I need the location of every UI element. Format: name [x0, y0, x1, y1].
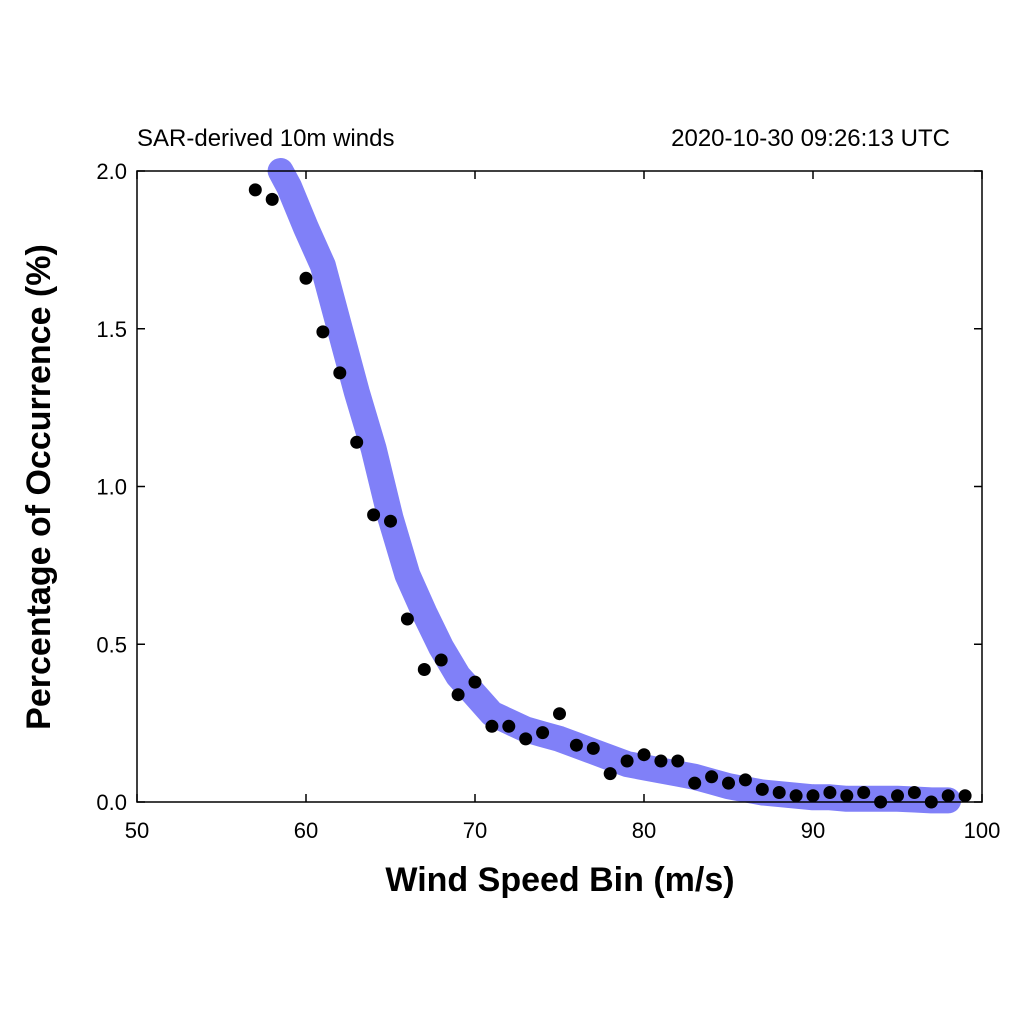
- data-point: [333, 366, 347, 380]
- x-tick-label: 100: [964, 818, 1001, 843]
- header-right-text: 2020-10-30 09:26:13 UTC: [671, 125, 950, 152]
- data-point: [265, 192, 279, 206]
- data-point: [891, 789, 904, 803]
- y-tick-label: 1.0: [96, 475, 127, 500]
- data-point: [400, 612, 414, 626]
- data-point: [502, 719, 516, 733]
- x-tick-label: 90: [801, 818, 825, 843]
- data-point: [586, 741, 600, 755]
- data-point: [350, 435, 364, 449]
- data-point: [772, 786, 786, 799]
- data-point: [671, 754, 685, 768]
- smoothed-curve: [267, 158, 962, 814]
- data-point: [958, 789, 972, 803]
- y-tick-label: 0.0: [96, 790, 127, 815]
- data-point: [553, 707, 566, 721]
- y-tick-label: 0.5: [96, 632, 127, 657]
- data-point: [789, 789, 803, 803]
- data-point: [569, 738, 583, 752]
- header-left-text: SAR-derived 10m winds: [137, 125, 394, 152]
- data-point: [722, 776, 735, 790]
- x-tick-label: 50: [125, 818, 149, 843]
- data-point: [840, 789, 854, 803]
- data-point: [485, 719, 499, 733]
- data-point: [536, 726, 550, 740]
- data-point: [705, 770, 719, 784]
- data-point: [907, 786, 921, 799]
- data-point: [738, 773, 752, 787]
- x-tick-label: 60: [294, 818, 318, 843]
- data-point: [620, 754, 634, 768]
- x-tick-label: 70: [463, 818, 487, 843]
- data-point: [451, 688, 465, 702]
- data-point: [468, 675, 482, 689]
- data-point: [823, 786, 837, 799]
- data-point: [603, 767, 617, 781]
- x-tick-label: 80: [632, 818, 656, 843]
- x-axis-title: Wind Speed Bin (m/s): [385, 861, 734, 899]
- data-point: [519, 732, 533, 746]
- plot-marks: [248, 158, 972, 814]
- axis-ticks: 50 60 70 80 90 100 0.0 0.5 1.0 1.5 2.0: [96, 159, 1000, 843]
- data-point: [384, 514, 397, 528]
- data-point: [637, 748, 651, 762]
- data-point: [367, 508, 381, 522]
- data-point: [755, 782, 769, 796]
- y-axis-title: Percentage of Occurrence (%): [20, 244, 58, 730]
- data-point: [434, 653, 448, 667]
- data-point: [316, 325, 330, 339]
- data-point: [417, 663, 431, 676]
- data-point: [654, 754, 668, 768]
- data-point: [688, 776, 702, 790]
- y-tick-label: 2.0: [96, 159, 127, 184]
- data-point: [941, 789, 955, 803]
- data-point: [299, 271, 313, 285]
- y-tick-label: 1.5: [96, 317, 127, 342]
- data-point: [248, 183, 262, 197]
- data-point: [857, 786, 871, 799]
